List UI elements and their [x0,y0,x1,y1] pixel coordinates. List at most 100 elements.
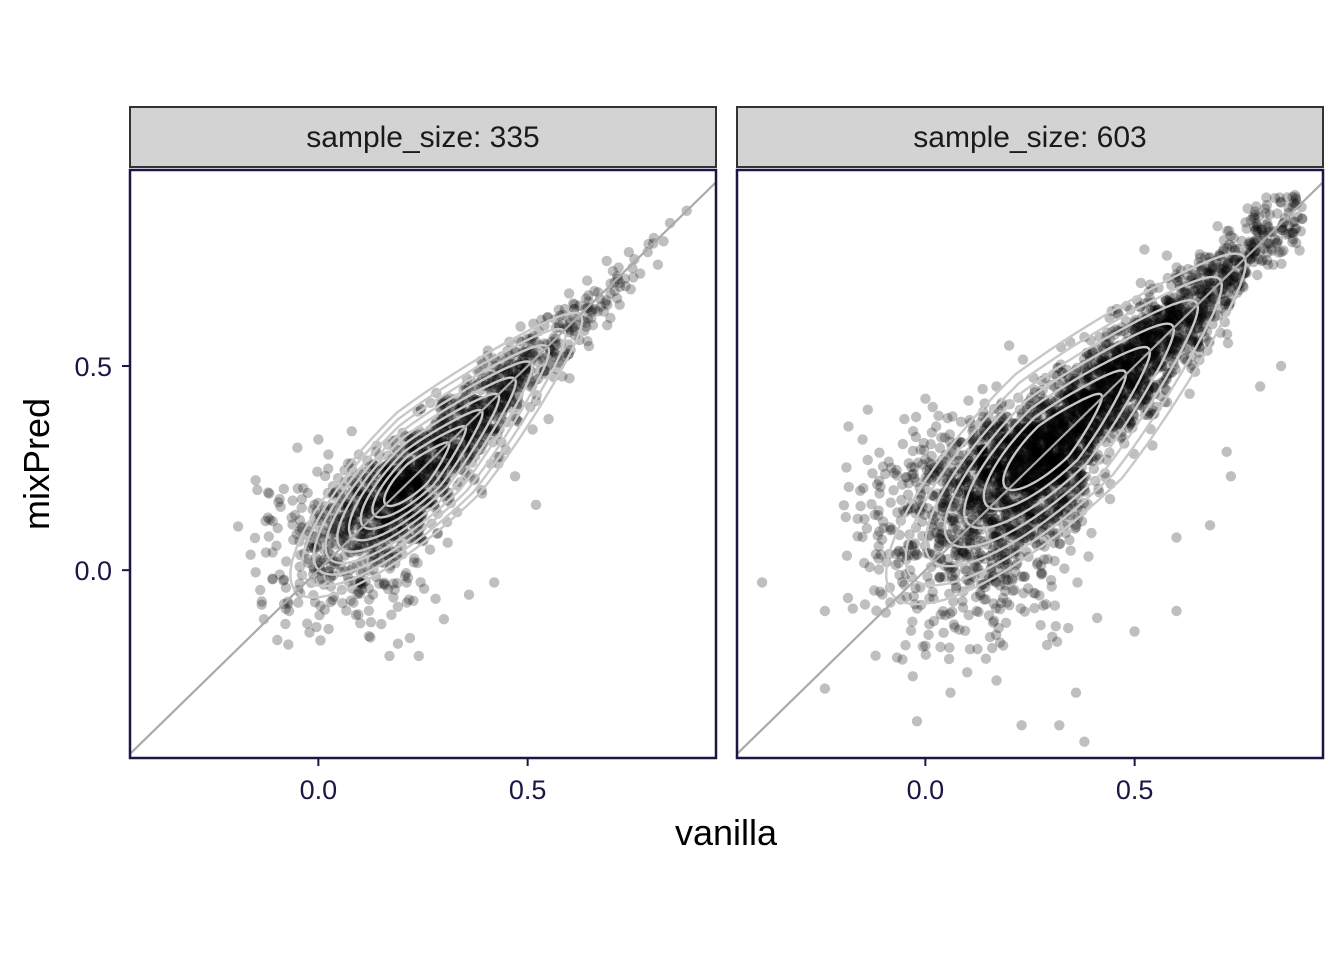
data-point [1252,220,1263,231]
data-point [275,501,286,512]
data-point [872,530,883,541]
data-point [302,487,313,499]
data-point [847,603,858,614]
data-point [287,519,298,530]
data-point [838,500,850,511]
data-point [357,528,368,540]
data-point [964,644,976,655]
data-point [1051,636,1063,647]
data-point [338,530,349,541]
data-point [274,569,285,580]
data-point [464,424,475,435]
data-point [402,469,413,480]
data-point [1153,313,1165,324]
data-point [420,459,431,470]
data-point [1083,551,1094,562]
data-point [515,321,526,332]
data-point [383,584,394,595]
data-point [262,487,274,498]
data-point [410,473,421,485]
data-point [250,475,261,486]
data-point [410,473,421,484]
data-point [442,456,453,467]
data-point [841,462,852,473]
data-point [405,485,417,496]
data-point [314,574,325,585]
data-point [500,389,511,401]
data-point [502,368,514,379]
data-point [913,457,924,468]
data-point [406,463,417,474]
data-point [619,273,631,284]
data-point [422,454,434,466]
data-point [1202,279,1213,291]
data-point [993,478,1004,490]
data-point [353,609,364,620]
data-point [574,300,585,311]
data-point [1184,388,1195,399]
data-point [351,514,362,525]
data-point [900,640,911,651]
data-point [262,512,274,523]
data-point [274,493,285,505]
data-point [905,625,917,636]
data-point [302,618,313,629]
data-point [415,481,427,492]
data-point [843,481,854,493]
data-point [902,489,914,500]
data-point [413,650,424,662]
data-point [502,367,514,379]
data-point [409,553,420,564]
data-point [1009,584,1020,596]
data-point [944,642,955,653]
data-point [294,515,306,526]
data-point [1212,221,1223,232]
data-point [376,618,387,630]
data-point [412,480,423,491]
data-point [293,597,304,608]
data-point [980,653,992,664]
data-point [873,541,884,552]
data-point [1139,244,1150,255]
data-point [927,401,938,413]
data-point [1064,534,1075,546]
data-point [594,293,606,304]
data-point [353,586,365,598]
data-point [907,426,919,437]
data-point [553,320,565,331]
data-point [635,268,646,279]
data-point [1178,287,1189,299]
data-point [505,373,517,385]
data-point [1029,603,1040,614]
data-point [379,577,390,588]
data-point [384,493,395,504]
data-point [407,469,418,481]
data-point [267,573,278,584]
data-point [314,610,325,621]
data-point [901,591,912,603]
data-point [339,550,350,561]
data-point [407,482,418,493]
data-point [357,533,368,545]
data-point [401,486,413,497]
data-point [499,391,510,402]
data-point [1065,545,1076,556]
data-point [406,477,418,488]
data-point [394,483,406,494]
data-point [347,540,358,551]
data-point [337,598,348,609]
data-point [390,482,401,493]
data-point [354,588,366,599]
data-point [249,532,261,544]
data-point [1007,575,1018,586]
data-point [550,348,561,359]
data-point [351,539,363,550]
data-point [1017,354,1029,365]
data-point [977,383,988,395]
data-point [384,493,395,505]
facet-panel-2: sample_size: 603 [735,106,1325,760]
data-point [930,421,942,432]
data-point [1049,600,1061,611]
data-point [485,384,496,396]
data-point [1276,258,1287,269]
